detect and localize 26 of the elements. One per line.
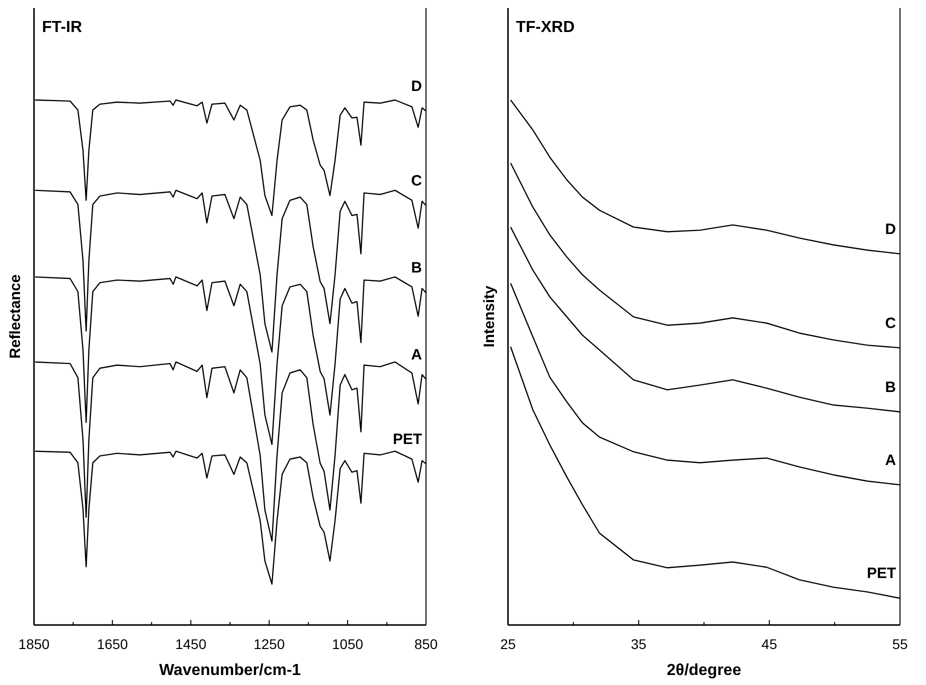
x-tick-label: 55	[892, 636, 908, 652]
x-tick-label: 35	[630, 636, 647, 652]
y-axis-title: Intensity	[481, 285, 498, 348]
series-label: C	[885, 314, 896, 332]
series-label: PET	[866, 565, 896, 582]
series-label: D	[885, 220, 896, 238]
series-label: B	[411, 260, 422, 277]
x-tick-label: 1050	[332, 636, 364, 652]
series-label: A	[411, 346, 422, 364]
x-tick-label: 45	[762, 636, 778, 652]
y-axis-title: Reflectance	[7, 274, 24, 359]
series-label: B	[885, 378, 896, 396]
x-tick-label: 1650	[96, 636, 128, 652]
x-tick-label: 1450	[175, 636, 207, 652]
series-label: C	[411, 172, 422, 190]
x-tick-label: 1850	[18, 636, 50, 652]
series-label: PET	[392, 430, 422, 448]
x-axis-title: 2θ/degree	[666, 662, 742, 679]
x-tick-label: 1250	[254, 636, 285, 652]
x-axis-title: Wavenumber/cm-1	[159, 662, 301, 679]
series-label: D	[411, 78, 422, 96]
chart-title: TF-XRD	[516, 19, 575, 36]
x-tick-label: 25	[500, 636, 516, 652]
x-tick-label: 850	[414, 636, 438, 652]
series-label: A	[885, 452, 896, 469]
chart-title: FT-IR	[42, 19, 82, 36]
